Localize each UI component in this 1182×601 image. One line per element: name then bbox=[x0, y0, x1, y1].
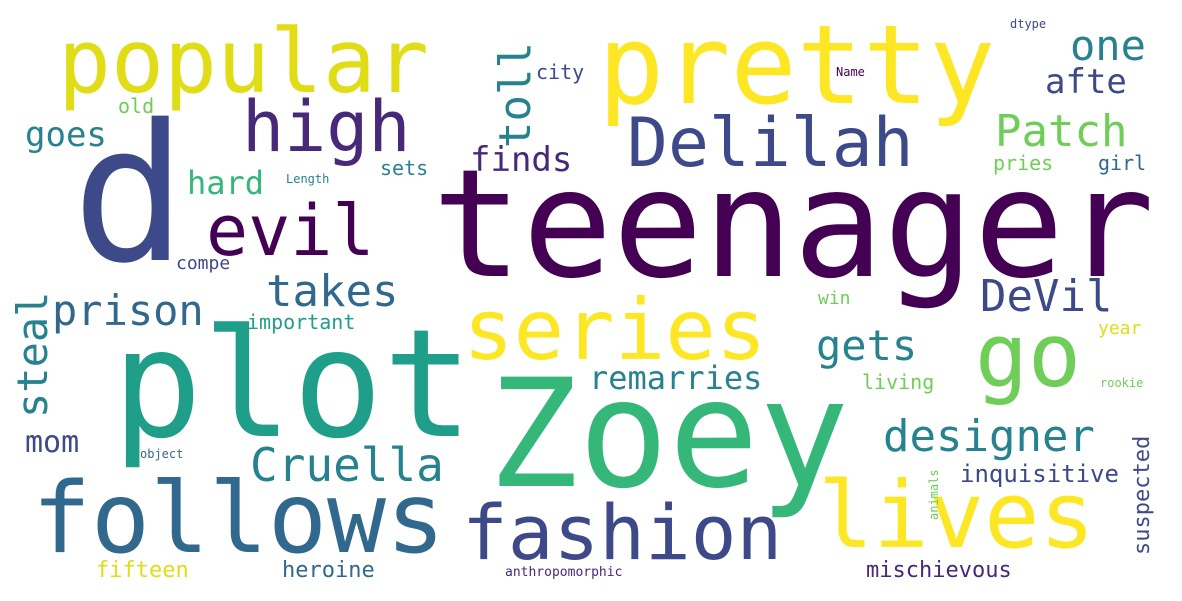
word-dtype: dtype bbox=[1010, 17, 1047, 31]
word-devil: DeVil bbox=[980, 271, 1113, 322]
word-hard: hard bbox=[187, 164, 265, 202]
word-win: win bbox=[818, 288, 851, 309]
word-patch: Patch bbox=[995, 106, 1128, 157]
word-goes: goes bbox=[25, 115, 107, 155]
word-anthropomorphic: anthropomorphic bbox=[505, 565, 623, 580]
word-fashion: fashion bbox=[462, 488, 783, 577]
word-city: city bbox=[536, 60, 585, 84]
word-living: living bbox=[862, 370, 935, 394]
word-high: high bbox=[242, 86, 411, 168]
word-afte: afte bbox=[1045, 62, 1127, 102]
word-lives: lives bbox=[818, 462, 1095, 569]
word-gets: gets bbox=[816, 321, 918, 370]
word-mischievous: mischievous bbox=[866, 558, 1012, 583]
word-suspected-rot: suspected bbox=[1130, 435, 1155, 555]
word-name: Name bbox=[836, 65, 865, 79]
word-toll-rot: toll bbox=[490, 42, 541, 148]
word-sets: sets bbox=[380, 156, 429, 180]
word-old: old bbox=[118, 94, 155, 118]
word-popular: popular bbox=[58, 10, 429, 113]
word-animals-rot: animals bbox=[927, 469, 941, 520]
word-year: year bbox=[1098, 318, 1142, 339]
word-inquisitive: inquisitive bbox=[960, 460, 1119, 488]
word-series: series bbox=[463, 281, 767, 379]
word-one: one bbox=[1070, 21, 1146, 70]
word-designer: designer bbox=[883, 411, 1095, 462]
word-fifteen: fifteen bbox=[96, 558, 189, 583]
word-zoey: Zoey bbox=[488, 348, 850, 522]
word-important: important bbox=[247, 310, 356, 334]
word-evil: evil bbox=[206, 190, 375, 272]
word-finds: finds bbox=[470, 140, 573, 180]
word-follows: follows bbox=[32, 462, 446, 576]
word-mom: mom bbox=[25, 425, 80, 460]
word-takes: takes bbox=[266, 266, 399, 317]
word-go: go bbox=[975, 304, 1081, 407]
word-compe: compe bbox=[176, 253, 231, 274]
word-plot: plot bbox=[112, 298, 474, 472]
word-remarries: remarries bbox=[589, 359, 763, 397]
word-pries: pries bbox=[993, 151, 1054, 175]
word-cruella: Cruella bbox=[250, 438, 444, 492]
word-girl: girl bbox=[1098, 151, 1147, 175]
word-d: d bbox=[72, 84, 187, 305]
word-object: object bbox=[140, 447, 184, 461]
word-steal-rot: steal bbox=[8, 291, 57, 418]
word-prison: prison bbox=[52, 286, 204, 335]
word-length: Length bbox=[286, 172, 330, 186]
word-delilah: Delilah bbox=[627, 104, 914, 183]
word-pretty: pretty bbox=[598, 1, 996, 129]
word-teenager: teenager bbox=[432, 138, 1155, 312]
word-heroine: heroine bbox=[282, 558, 375, 583]
word-rookie: rookie bbox=[1100, 376, 1144, 390]
